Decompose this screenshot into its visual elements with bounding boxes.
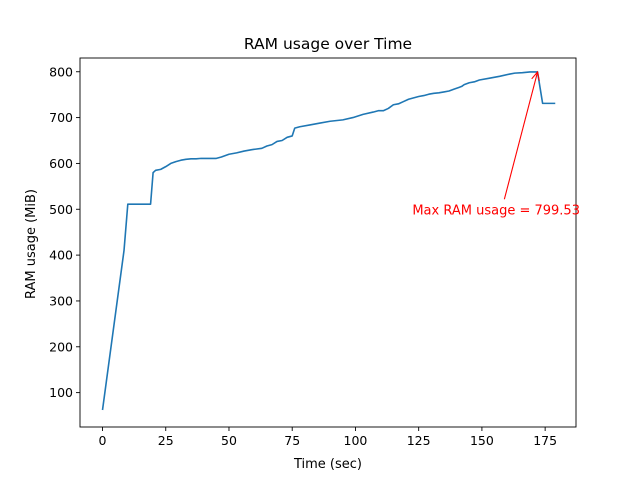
x-tick-label: 50	[221, 433, 237, 448]
x-tick-label: 75	[284, 433, 300, 448]
y-tick-label: 200	[49, 339, 73, 354]
y-tick-label: 500	[49, 202, 73, 217]
y-tick-label: 100	[49, 385, 73, 400]
y-axis-label: RAM usage (MiB)	[24, 189, 39, 299]
y-tick-label: 700	[49, 110, 73, 125]
x-tick-label: 25	[158, 433, 174, 448]
x-tick-label: 175	[533, 433, 557, 448]
chart-title: RAM usage over Time	[244, 35, 412, 53]
x-tick-label: 150	[470, 433, 494, 448]
y-tick-label: 800	[49, 64, 73, 79]
max-annotation-text: Max RAM usage = 799.53	[412, 203, 580, 218]
axes-frame	[79, 57, 577, 428]
y-tick-label: 300	[49, 293, 73, 308]
x-tick-label: 100	[344, 433, 368, 448]
y-tick-label: 600	[49, 156, 73, 171]
plot-area: 0 25 50 75 100 125 150 175 100 200 300 400 500 600 700…	[49, 57, 580, 448]
annotation-arrow-line	[503, 71, 539, 200]
y-tick-label: 400	[49, 248, 73, 263]
x-tick-label: 125	[407, 433, 431, 448]
series-line-0	[101, 71, 556, 411]
x-tick-label: 0	[99, 433, 107, 448]
x-axis-label: Time (sec)	[293, 457, 362, 472]
annotation-arrow-head	[531, 70, 540, 81]
